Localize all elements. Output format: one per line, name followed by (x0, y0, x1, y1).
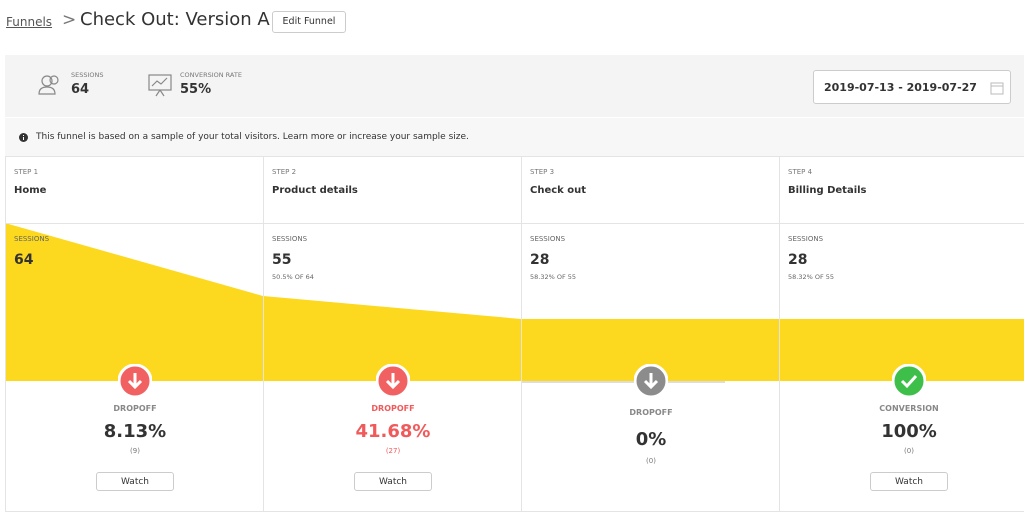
outcome-value: 8.13% (103, 421, 167, 442)
step-label: STEP 4 (788, 168, 813, 176)
outcome-label: DROPOFF (113, 404, 157, 413)
outcome-count: (9) (130, 447, 140, 455)
breadcrumb-link[interactable]: Funnels (6, 15, 53, 29)
funnel-steps: STEP 1 Home SESSIONS 64 DROPOFF 8.13% (9… (5, 156, 1024, 512)
edit-funnel-button[interactable]: Edit Funnel (272, 11, 346, 33)
date-range: 2019-07-13 - 2019-07-27 (824, 81, 977, 94)
calendar-icon (990, 82, 1004, 95)
outcome-value: 100% (881, 421, 937, 442)
step-column: STEP 1 Home SESSIONS 64 DROPOFF 8.13% (9… (5, 157, 264, 511)
step-column: STEP 3 Check out SESSIONS 28 58.32% OF 5… (521, 157, 780, 511)
learn-more-link[interactable]: Learn more (282, 132, 335, 142)
sessions-count: 28 (788, 252, 808, 268)
sessions-count: 64 (14, 252, 34, 268)
sessions-share: 58.32% OF 55 (530, 273, 577, 281)
watch-button[interactable]: Watch (354, 472, 432, 491)
dropoff-icon (376, 364, 410, 398)
conversion-icon (148, 74, 172, 97)
divider (522, 223, 780, 224)
dropoff-icon (118, 364, 152, 398)
sessions-share: 58.32% OF 55 (788, 273, 835, 281)
outcome-count: (0) (646, 457, 656, 465)
step-column: STEP 2 Product details SESSIONS 55 50.5%… (263, 157, 522, 511)
watch-button[interactable]: Watch (96, 472, 174, 491)
stat-label: CONVERSION RATE (180, 71, 242, 79)
outcome-count: (27) (385, 447, 401, 455)
step-column: STEP 4 Billing Details SESSIONS 28 58.32… (779, 157, 1024, 511)
page-title: Check Out: Version A (80, 9, 270, 30)
stat-value: 64 (71, 82, 90, 97)
outcome-value: 41.68% (355, 421, 431, 442)
sessions-count: 28 (530, 252, 550, 268)
sample-size-link[interactable]: increase your sample size (349, 132, 467, 142)
sessions-label: SESSIONS (14, 235, 50, 243)
sessions-label: SESSIONS (788, 235, 824, 243)
sessions-label: SESSIONS (272, 235, 308, 243)
breadcrumb-separator: > (62, 10, 77, 30)
date-range-picker[interactable]: 2019-07-13 - 2019-07-27 (813, 70, 1011, 104)
notice-text: This funnel is based on a sample of your… (36, 132, 280, 142)
outcome-count: (0) (904, 447, 914, 455)
divider (780, 223, 1024, 224)
outcome-value: 0% (635, 429, 667, 450)
sessions-icon (38, 75, 59, 95)
step-name: Home (14, 185, 47, 196)
stat-value: 55% (180, 82, 212, 97)
step-name: Billing Details (788, 185, 867, 196)
outcome-label: DROPOFF (629, 408, 673, 417)
outcome-label: CONVERSION (879, 404, 939, 413)
notice-end: . (466, 132, 469, 142)
stat-label: SESSIONS (71, 71, 104, 79)
sessions-share: 50.5% OF 64 (272, 273, 314, 281)
step-label: STEP 3 (530, 168, 555, 176)
conversion-icon (892, 364, 926, 398)
step-name: Check out (530, 185, 587, 196)
funnel-area (5, 223, 1024, 383)
sessions-count: 55 (272, 252, 292, 268)
outcome-label: DROPOFF (371, 404, 415, 413)
notice-joiner: or (337, 132, 347, 142)
step-name: Product details (272, 185, 358, 196)
divider (6, 223, 264, 224)
step-label: STEP 1 (14, 168, 39, 176)
sample-notice: This funnel is based on a sample of your… (5, 118, 1024, 156)
sessions-label: SESSIONS (530, 235, 566, 243)
step-label: STEP 2 (272, 168, 297, 176)
dropoff-icon (634, 364, 668, 398)
divider (264, 223, 522, 224)
info-icon (19, 133, 28, 142)
watch-button[interactable]: Watch (870, 472, 948, 491)
